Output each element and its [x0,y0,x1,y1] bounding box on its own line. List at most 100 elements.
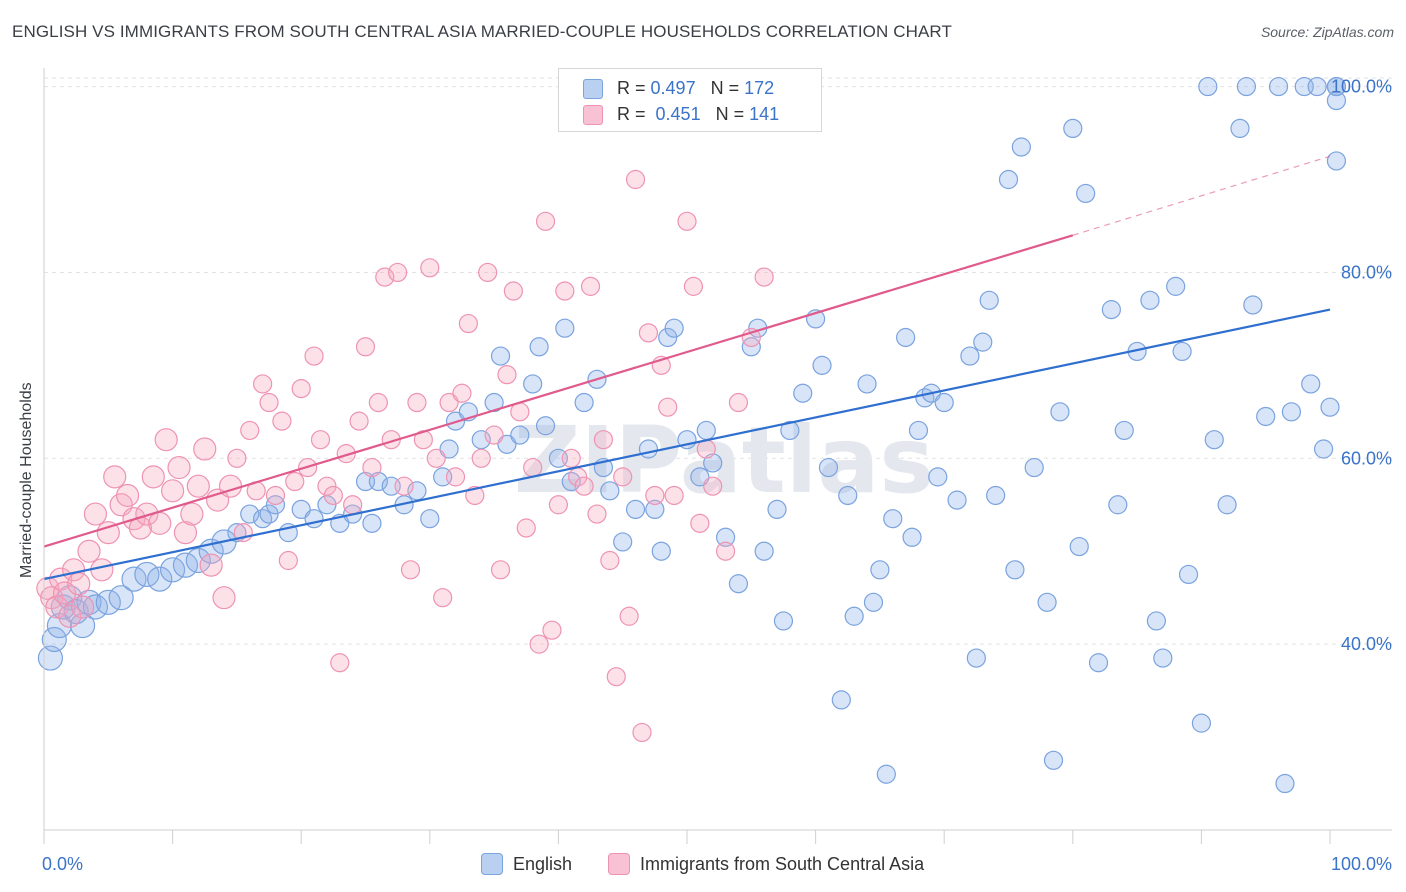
english-point-84 [870,560,890,580]
immigrants-point-42 [291,378,311,399]
english-point-56 [613,532,633,552]
immigrants-point-88 [587,504,607,524]
english-point-96 [966,648,986,668]
immigrants-point-66 [445,467,466,487]
immigrants-n-value: 141 [749,104,780,124]
immigrants-point-70 [471,448,491,468]
english-point-81 [844,606,864,626]
english-point-107 [1063,118,1083,139]
immigrants-point-95 [632,722,652,743]
immigrants-point-22 [161,479,185,503]
english-point-108 [1069,536,1089,557]
immigrants-point-105 [703,476,723,496]
english-point-46 [523,374,543,394]
immigrants-point-47 [323,485,343,506]
english-point-67 [715,527,736,547]
english-point-123 [1204,430,1224,450]
english-point-42 [484,392,504,413]
english-point-9 [95,589,121,615]
immigrants-point-26 [186,474,210,498]
english-point-32 [368,471,388,492]
immigrants-point-84 [561,448,581,468]
immigrants-point-9 [77,539,101,563]
immigrants-point-31 [218,474,243,498]
immigrants-point-55 [375,267,395,287]
english-point-109 [1076,183,1096,204]
immigrants-point-86 [574,476,594,496]
immigrants-point-94 [625,169,646,190]
english-point-140 [1326,151,1347,171]
immigrants-point-10 [83,502,108,526]
stats-legend: R = 0.497 N = 172 R = 0.451 N = 141 [558,68,822,132]
english-point-45 [510,425,530,445]
immigrants-point-24 [173,521,198,545]
source-label: Source: ZipAtlas.com [1260,24,1394,40]
immigrants-point-89 [593,430,614,450]
english-point-36 [420,509,440,529]
english-point-92 [928,467,948,487]
english-point-50 [555,318,575,338]
english-point-100 [998,169,1019,190]
english-point-134 [1307,76,1327,97]
english-point-38 [439,439,459,459]
immigrants-point-63 [426,448,446,468]
english-point-126 [1236,76,1257,97]
english-point-68 [728,574,749,594]
english-point-20 [240,504,260,524]
immigrants-point-83 [555,281,575,301]
immigrants-point-106 [715,541,736,561]
immigrants-point-25 [180,502,204,526]
english-point-77 [812,355,832,375]
english-point-94 [947,490,967,510]
english-point-138 [1326,90,1347,111]
english-point-85 [876,764,896,784]
immigrants-point-103 [690,513,710,533]
immigrants-point-102 [683,276,704,296]
immigrants-trend-line [43,234,1074,548]
immigrants-point-12 [96,521,120,545]
english-point-62 [664,318,684,338]
english-point-125 [1230,118,1250,139]
immigrants-point-57 [388,262,408,283]
english-point-93 [934,392,954,413]
immigrants-trend-extension [1072,155,1331,236]
immigrants-point-87 [580,276,601,296]
english-point-86 [883,509,903,529]
immigrants-point-2 [45,595,69,619]
immigrants-point-67 [452,383,472,403]
english-point-95 [960,346,980,366]
immigrants-point-64 [433,588,453,608]
chart-title: ENGLISH VS IMMIGRANTS FROM SOUTH CENTRAL… [12,22,952,41]
immigrants-point-48 [330,653,350,673]
immigrants-point-18 [135,502,159,526]
english-point-80 [838,485,858,506]
immigrants-point-75 [503,281,523,301]
immigrants-stats-text: R = 0.451 N = 141 [617,104,780,124]
english-point-119 [1172,341,1192,362]
immigrants-point-38 [265,485,286,506]
english-point-57 [625,499,646,520]
english-point-78 [818,457,839,478]
english-point-64 [690,467,710,487]
immigrants-point-58 [394,476,414,496]
english-point-22 [259,504,279,524]
english-point-128 [1256,406,1276,427]
immigrants-point-93 [619,606,639,626]
english-point-135 [1313,439,1334,459]
english-legend-label: English [513,854,573,874]
english-point-97 [973,332,993,352]
english-point-98 [979,290,999,310]
immigrants-point-20 [148,511,172,535]
english-point-131 [1281,402,1302,422]
immigrants-legend-label: Immigrants from South Central Asia [640,854,925,874]
x-tick-label-1: 100.0% [1331,854,1392,874]
english-point-99 [986,485,1006,506]
english-stats-text: R = 0.497 N = 172 [617,78,775,98]
english-point-10 [108,585,134,611]
immigrants-point-73 [490,560,511,580]
immigrants-point-101 [677,211,697,231]
immigrants-point-59 [400,560,421,580]
immigrants-point-72 [484,425,504,445]
english-point-116 [1146,611,1166,631]
english-point-15 [172,552,199,578]
